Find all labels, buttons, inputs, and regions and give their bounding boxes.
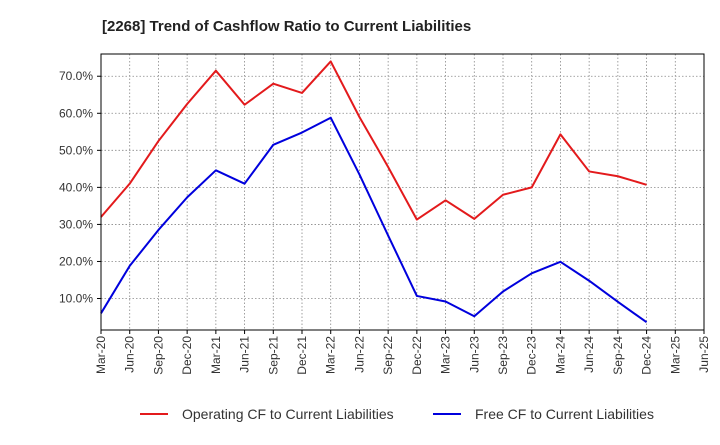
grid-lines [101,54,704,330]
x-axis-ticks: Mar-20 Jun-20 Sep-20 Dec-20 Mar-21 Jun-21 Sep-… [94,330,711,375]
x-tick-label: Dec-21 [295,336,309,375]
y-tick-label: 70.0% [59,69,93,83]
x-tick-label: Sep-22 [381,336,395,375]
x-tick-label: Jun-24 [582,336,596,373]
x-tick-label: Mar-23 [439,336,453,374]
chart-title: [2268] Trend of Cashflow Ratio to Curren… [102,18,471,35]
x-tick-label: Sep-20 [151,336,165,375]
plot-frame [100,53,705,331]
x-tick-label: Jun-21 [238,336,252,373]
x-tick-label: Mar-20 [94,336,108,374]
series-line-operating [100,60,647,221]
y-tick-label: 40.0% [59,180,93,194]
x-tick-label: Dec-24 [640,336,654,375]
x-tick-label: Dec-22 [410,336,424,375]
y-tick-label: 30.0% [59,217,93,231]
x-tick-label: Mar-21 [209,336,223,374]
x-tick-label: Dec-23 [525,336,539,375]
legend: Operating CF to Current Liabilities Free… [140,406,654,422]
legend-label-free: Free CF to Current Liabilities [475,406,654,422]
x-tick-label: Mar-24 [553,336,567,374]
x-tick-label: Sep-23 [496,336,510,375]
x-tick-label: Mar-22 [324,336,338,374]
legend-label-operating: Operating CF to Current Liabilities [182,406,394,422]
x-tick-label: Jun-20 [123,336,137,373]
x-tick-label: Mar-25 [668,336,682,374]
x-tick-label: Sep-21 [266,336,280,375]
x-tick-label: Jun-23 [467,336,481,373]
x-tick-label: Jun-25 [697,336,711,373]
y-axis-ticks: 10.0% 20.0% 30.0% 40.0% 50.0% 60.0% 70.0% [59,69,101,306]
y-tick-label: 50.0% [59,143,93,157]
series-line-free [100,116,648,324]
y-tick-label: 20.0% [59,254,93,268]
x-tick-label: Dec-20 [180,336,194,375]
series-lines [100,60,648,324]
x-tick-label: Jun-22 [352,336,366,373]
x-tick-label: Sep-24 [611,336,625,375]
y-tick-label: 60.0% [59,106,93,120]
y-tick-label: 10.0% [59,292,93,306]
